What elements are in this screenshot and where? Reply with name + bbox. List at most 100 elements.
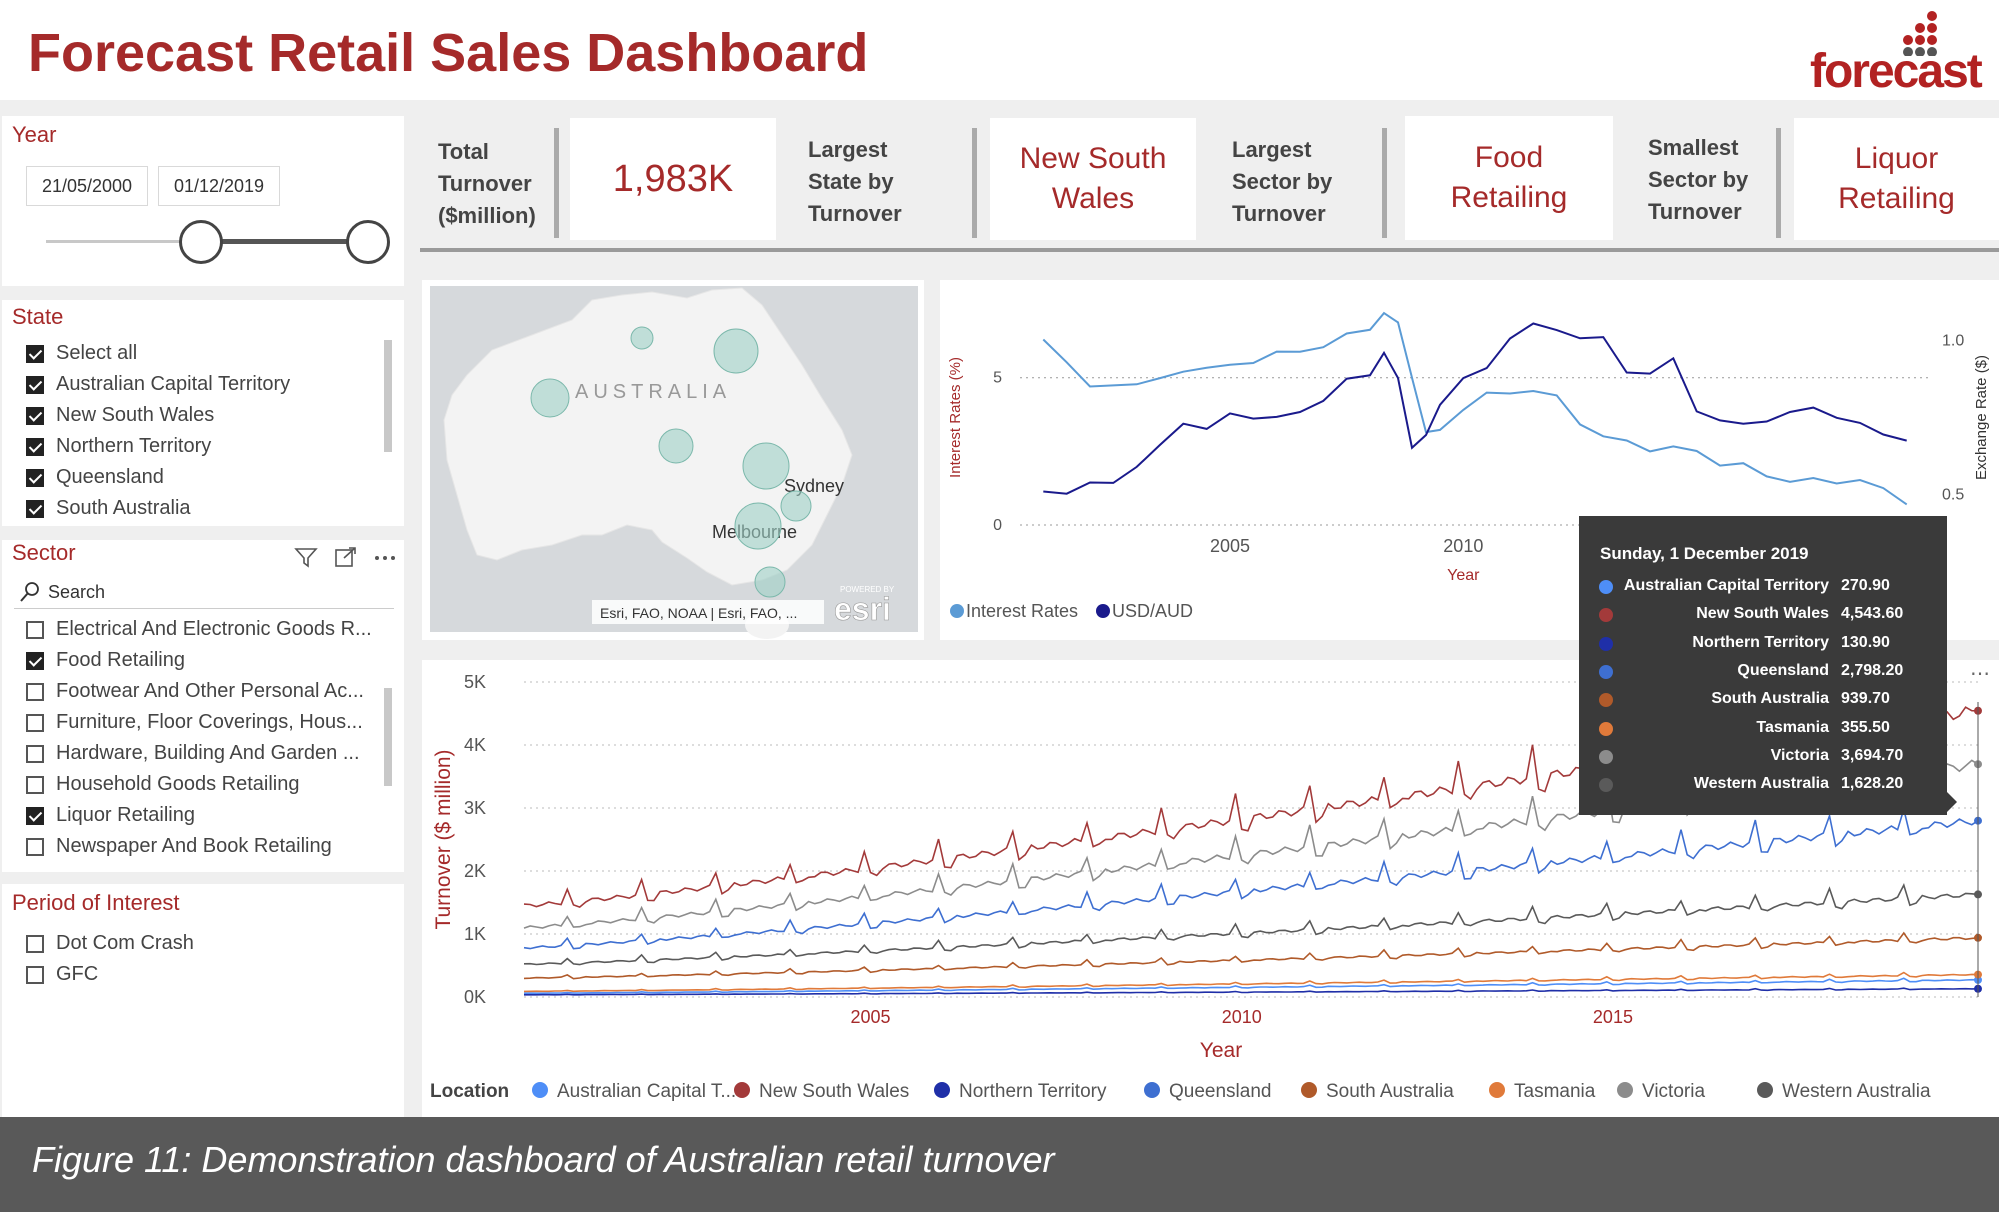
state-item-label: Northern Territory	[56, 435, 212, 457]
tooltip-series-name: South Australia	[1711, 690, 1829, 708]
y-tick-label: 2K	[464, 861, 486, 881]
checkbox[interactable]	[26, 407, 44, 425]
checkbox[interactable]	[26, 652, 44, 670]
x-tick-label: 2005	[850, 1007, 890, 1027]
series-line[interactable]	[524, 987, 1979, 996]
map-bubble[interactable]	[780, 490, 812, 522]
legend-label[interactable]: New South Wales	[759, 1081, 909, 1102]
logo-text: forecast	[1810, 45, 1983, 98]
map-bubble[interactable]	[713, 328, 759, 374]
more-options-icon[interactable]	[372, 546, 400, 568]
sector-item[interactable]: Liquor Retailing	[26, 804, 396, 832]
legend-label[interactable]: Queensland	[1169, 1081, 1271, 1102]
legend-label[interactable]: Western Australia	[1782, 1081, 1931, 1102]
legend-dot-icon	[1617, 1082, 1633, 1098]
checkbox[interactable]	[26, 500, 44, 518]
logo-dots-icon	[1903, 11, 1937, 56]
kpi-label-total-turnover: Total Turnover ($million)	[438, 139, 536, 228]
map-bubble[interactable]	[734, 502, 782, 550]
checkbox[interactable]	[26, 966, 44, 984]
sector-item[interactable]: Food Retailing	[26, 649, 396, 677]
map-bubble[interactable]	[630, 326, 654, 350]
legend-label[interactable]: Australian Capital T...	[557, 1081, 736, 1102]
state-item[interactable]: New South Wales	[26, 404, 396, 432]
interest-rate-plot[interactable]: 0 5 0.5 1.0 2005 2010 Year Interest Rates (%) Ex…	[940, 280, 1999, 640]
checkbox[interactable]	[26, 683, 44, 701]
state-item[interactable]: South Australia	[26, 497, 396, 525]
tooltip-date: Sunday, 1 December 2019	[1600, 544, 1809, 563]
x-axis-title: Year	[1200, 1039, 1242, 1062]
sector-item[interactable]: Furniture, Floor Coverings, Hous...	[26, 711, 396, 739]
tooltip-series-value: 939.70	[1841, 690, 1890, 708]
series-line[interactable]	[523, 971, 1979, 993]
focus-mode-icon[interactable]	[334, 546, 358, 568]
end-date-input[interactable]: 01/12/2019	[158, 166, 280, 206]
legend-label[interactable]: Northern Territory	[959, 1081, 1107, 1102]
checkbox[interactable]	[26, 469, 44, 487]
kpi-label-largest-sector: Largest Sector by Turnover	[1232, 137, 1333, 226]
sector-item[interactable]: Household Goods Retailing	[26, 773, 396, 801]
checkbox[interactable]	[26, 745, 44, 763]
series-line[interactable]	[523, 977, 1979, 995]
checkbox[interactable]	[26, 621, 44, 639]
period-item[interactable]: GFC	[26, 963, 396, 991]
x-tick-label: 2010	[1222, 1007, 1262, 1027]
checkbox[interactable]	[26, 935, 44, 953]
sector-item[interactable]: Hardware, Building And Garden ...	[26, 742, 396, 770]
sector-item-label: Newspaper And Book Retailing	[56, 835, 332, 857]
state-item[interactable]: Northern Territory	[26, 435, 396, 463]
sector-search-input[interactable]: Search	[48, 582, 106, 602]
tooltip-series-name: New South Wales	[1696, 605, 1829, 623]
checkbox[interactable]	[26, 345, 44, 363]
sector-item[interactable]: Footwear And Other Personal Ac...	[26, 680, 396, 708]
slider-start-handle[interactable]	[179, 220, 223, 264]
state-item[interactable]: Queensland	[26, 466, 396, 494]
legend-label: Interest Rates	[966, 601, 1078, 621]
series-line[interactable]	[523, 931, 1979, 980]
period-item[interactable]: Dot Com Crash	[26, 932, 396, 960]
series-line-interest-rates[interactable]	[1042, 311, 1908, 506]
filter-icon[interactable]	[294, 546, 318, 568]
tooltip-series-name: Victoria	[1770, 746, 1829, 764]
sector-item-label: Food Retailing	[56, 649, 185, 671]
sector-scrollbar[interactable]	[384, 688, 392, 786]
checkbox[interactable]	[26, 714, 44, 732]
checkbox[interactable]	[26, 838, 44, 856]
state-item-label: Queensland	[56, 466, 164, 488]
map-country-label: AUSTRALIA	[575, 381, 731, 403]
y-axis-title: Interest Rates (%)	[947, 357, 964, 478]
legend-label[interactable]: Tasmania	[1514, 1081, 1596, 1102]
search-icon	[20, 582, 39, 602]
y-tick-label: 3K	[464, 798, 486, 818]
sector-item[interactable]: Newspaper And Book Retailing	[26, 835, 396, 863]
slider-end-handle[interactable]	[346, 220, 390, 264]
legend-label[interactable]: Victoria	[1642, 1081, 1705, 1102]
australia-map[interactable]: AUSTRALIA Sydney Melbourne Esri, FAO, NO…	[422, 280, 924, 640]
legend-dot-icon	[1599, 749, 1613, 764]
state-scrollbar[interactable]	[384, 340, 392, 452]
map-bubble[interactable]	[530, 378, 570, 418]
map-bubble[interactable]	[742, 442, 790, 490]
checkbox[interactable]	[26, 776, 44, 794]
sector-item[interactable]: Electrical And Electronic Goods R...	[26, 618, 396, 646]
checkbox[interactable]	[26, 438, 44, 456]
map-bubble[interactable]	[754, 566, 786, 598]
tooltip-row: Victoria 3,694.70	[1599, 746, 1929, 772]
series-line[interactable]	[523, 882, 1979, 966]
map-bubble[interactable]	[658, 428, 694, 464]
sector-slicer: Sector Search Electrical And Electronic …	[2, 540, 404, 872]
turnover-plot[interactable]: 0K 1K 2K 3K 4K 5K 2005 2010 2015 Year Turnover ($ …	[422, 660, 1999, 1117]
start-date-input[interactable]: 21/05/2000	[26, 166, 148, 206]
more-options-icon[interactable]: ⋯	[1970, 663, 1990, 685]
series-line-usd-aud[interactable]	[1043, 322, 1907, 495]
checkbox[interactable]	[26, 807, 44, 825]
series-line[interactable]	[523, 806, 1979, 950]
legend-label[interactable]: South Australia	[1326, 1081, 1454, 1102]
x-axis-title: Year	[1447, 567, 1480, 584]
state-item[interactable]: Australian Capital Territory	[26, 373, 396, 401]
legend-dot-icon	[1096, 604, 1110, 618]
checkbox[interactable]	[26, 376, 44, 394]
y-tick-label: 0K	[464, 987, 486, 1007]
state-item[interactable]: Select all	[26, 342, 396, 370]
kpi-strip: Total Turnover ($million) 1,983K Largest St…	[420, 116, 1999, 252]
